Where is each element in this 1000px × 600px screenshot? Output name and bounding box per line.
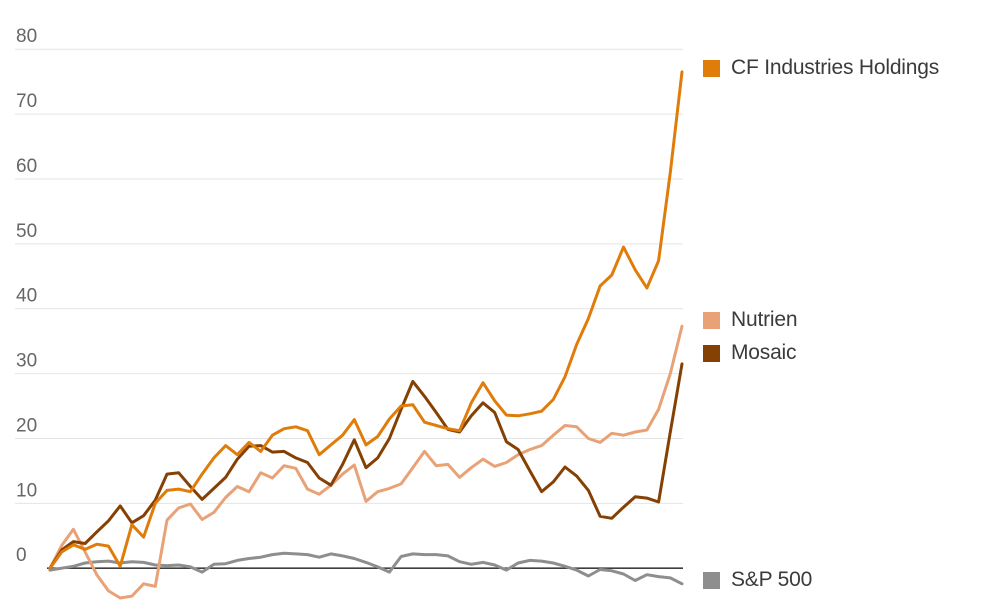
y-tick-label-50: 50	[16, 221, 37, 242]
y-tick-label-20: 20	[16, 415, 37, 436]
series-line-mosaic	[48, 362, 684, 570]
y-tick-label-80: 80	[16, 26, 37, 47]
y-tick-label-0: 0	[16, 545, 27, 566]
series-line-s-p-500	[48, 551, 684, 586]
y-tick-label-60: 60	[16, 156, 37, 177]
y-tick-label-10: 10	[16, 480, 37, 501]
legend-item-nutrien: Nutrien	[703, 308, 797, 332]
nutrien-label: Nutrien	[731, 308, 798, 331]
legend-item-sp500: S&P 500	[703, 568, 812, 592]
nutrien-swatch	[703, 311, 720, 329]
sp500-label: S&P 500	[731, 568, 813, 591]
legend-item-cf-industries: CF Industries Holdings	[703, 56, 939, 80]
series-line-cf-industries-holdings	[48, 70, 684, 570]
cf-industries-swatch	[703, 59, 720, 77]
legend-item-mosaic: Mosaic	[703, 341, 797, 365]
series-line-nutrien	[48, 324, 684, 600]
mosaic-label: Mosaic	[731, 341, 797, 364]
y-tick-label-70: 70	[16, 91, 37, 112]
cf-industries-label: CF Industries Holdings	[731, 56, 940, 79]
sp500-swatch	[703, 571, 720, 589]
y-tick-label-30: 30	[16, 351, 37, 372]
y-tick-label-40: 40	[16, 286, 37, 307]
mosaic-swatch	[703, 344, 720, 362]
